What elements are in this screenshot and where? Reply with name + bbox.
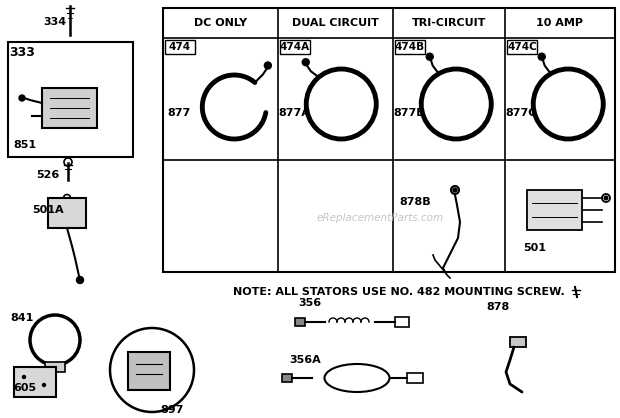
Text: 877: 877: [167, 108, 190, 118]
Circle shape: [303, 59, 309, 66]
Text: 877B: 877B: [393, 108, 425, 118]
Bar: [8, 42, 133, 157]
Text: 851: 851: [14, 140, 37, 150]
Circle shape: [76, 276, 84, 283]
Text: DUAL CIRCUIT: DUAL CIRCUIT: [292, 18, 379, 28]
Text: 878: 878: [486, 302, 510, 312]
Bar: [165, 40, 195, 54]
Text: 897: 897: [161, 405, 184, 415]
Circle shape: [427, 53, 433, 60]
Bar: [128, 352, 170, 390]
Text: 474C: 474C: [507, 42, 537, 52]
Text: 841: 841: [11, 313, 33, 323]
Circle shape: [19, 95, 25, 101]
Bar: [282, 374, 292, 382]
Text: TRI-CIRCUIT: TRI-CIRCUIT: [412, 18, 486, 28]
Text: 605: 605: [14, 383, 37, 393]
Bar: [407, 373, 423, 383]
Text: 877C: 877C: [505, 108, 537, 118]
Bar: [395, 317, 409, 327]
Text: 474: 474: [169, 42, 191, 52]
Text: 10 AMP: 10 AMP: [536, 18, 583, 28]
Circle shape: [264, 62, 272, 69]
Text: 501A: 501A: [32, 205, 64, 215]
Text: 356A: 356A: [289, 355, 321, 365]
Bar: [395, 40, 425, 54]
Bar: [163, 8, 615, 272]
Bar: [527, 190, 582, 230]
Bar: [14, 367, 56, 397]
Text: NOTE: ALL STATORS USE NO. 482 MOUNTING SCREW.: NOTE: ALL STATORS USE NO. 482 MOUNTING S…: [233, 287, 565, 297]
Text: eReplacementParts.com: eReplacementParts.com: [316, 213, 443, 223]
Text: 333: 333: [9, 46, 35, 59]
Text: 334: 334: [43, 17, 66, 27]
Bar: [507, 40, 537, 54]
Circle shape: [453, 188, 457, 192]
Text: 501: 501: [523, 243, 546, 253]
Text: 526: 526: [37, 170, 60, 180]
Text: 474A: 474A: [280, 42, 310, 52]
Bar: [42, 88, 97, 128]
Circle shape: [538, 53, 545, 60]
Bar: [510, 337, 526, 347]
Bar: [45, 362, 65, 372]
Bar: [280, 40, 310, 54]
Text: 474B: 474B: [395, 42, 425, 52]
Circle shape: [22, 375, 25, 379]
Circle shape: [43, 383, 45, 387]
Bar: [295, 318, 305, 326]
Text: 356: 356: [298, 298, 322, 308]
Text: DC ONLY: DC ONLY: [194, 18, 247, 28]
Text: 877A: 877A: [278, 108, 310, 118]
Bar: [48, 198, 86, 228]
Text: 878B: 878B: [399, 197, 431, 207]
Circle shape: [604, 196, 608, 200]
